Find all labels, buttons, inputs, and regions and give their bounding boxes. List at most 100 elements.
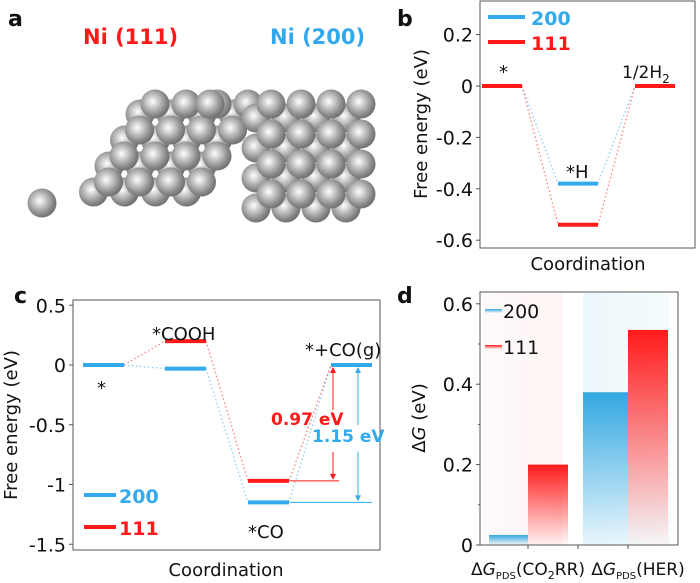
y-axis-label-c: Free energy (eV) <box>1 350 22 500</box>
y-tick-label: 0.4 <box>443 374 473 396</box>
ni-atom <box>286 89 316 119</box>
panel-label-b: b <box>397 7 413 32</box>
ni-atom <box>256 119 286 149</box>
bar-111 <box>628 329 668 545</box>
delta-symbol: Δ <box>409 440 430 453</box>
ni-atom <box>94 167 123 197</box>
ni-atom <box>346 89 376 119</box>
ni-atom <box>346 149 376 179</box>
axes-frame-b <box>479 0 696 249</box>
ni-atom <box>286 179 316 209</box>
x-tick-label: ΔGPDS(CO2RR) <box>471 560 585 582</box>
ni-atom <box>140 89 170 119</box>
bar-200 <box>489 534 528 545</box>
legend-label-200: 200 <box>503 301 539 323</box>
state-label-sub: 2 <box>662 72 670 86</box>
bar-111 <box>528 464 568 545</box>
legend-label-111: 111 <box>119 518 159 540</box>
bar-200 <box>583 392 628 545</box>
y-tick-label: 0 <box>461 76 473 98</box>
ni-atom <box>171 89 201 119</box>
y-tick-label: 0.2 <box>443 455 473 477</box>
ni-atom <box>202 141 232 171</box>
connector-line <box>205 340 249 482</box>
ni-atom <box>125 115 154 145</box>
ni-atom <box>218 115 247 145</box>
ni-atom <box>256 149 286 179</box>
legend-label-200: 200 <box>119 486 159 508</box>
y-tick-label: -0.4 <box>436 179 473 201</box>
state-label-main: 1/2H <box>622 63 662 83</box>
x-axis-label-b: Coordination <box>530 254 645 275</box>
arrowhead-icon <box>330 473 336 480</box>
ni-atom <box>125 167 154 197</box>
legend-label-111: 111 <box>531 33 571 55</box>
axes-frame-d <box>479 291 679 546</box>
legend-swatch-200 <box>485 309 502 313</box>
ni-atom <box>316 119 346 149</box>
state-label: *CO <box>248 522 284 543</box>
panel-label-d: d <box>397 284 413 309</box>
arrowhead-icon <box>355 495 361 502</box>
panel-d: d 0 0.2 0.4 0.6 200 111 ΔGPDS(CO2RR) ΔGPDS(HE… <box>397 284 685 582</box>
ni-atom <box>171 141 201 171</box>
ni-atom <box>109 141 139 171</box>
y-axis-label-d: ΔG (eV) <box>409 383 430 452</box>
state-label: *COOH <box>152 324 215 345</box>
y-tick-label: -0.2 <box>436 127 473 149</box>
state-label: 1/2H2 <box>622 63 670 86</box>
panel-c: c 0.5 0 -0.5 -1 -1.5 * *COOH *CO *+CO(g) 200 111… <box>1 284 385 581</box>
connector-line <box>521 85 559 225</box>
legend-label-200: 200 <box>531 8 571 30</box>
ni-atom <box>346 179 376 209</box>
annotation-label-200: 1.15 eV <box>312 427 385 447</box>
annotation-label-111: 0.97 eV <box>271 410 344 430</box>
ni-atom <box>187 167 216 197</box>
connector-line <box>597 85 636 184</box>
y-tick-label: -0.6 <box>436 230 473 252</box>
x-axis-label-c: Coordination <box>168 560 283 581</box>
ni-atom <box>316 149 346 179</box>
connector-line <box>123 364 166 370</box>
y-tick-label: 0.5 <box>36 295 66 317</box>
state-label: * <box>97 378 106 399</box>
ni-atom <box>256 89 286 119</box>
y-tick-label: -1 <box>47 475 66 497</box>
state-label: *H <box>566 162 589 183</box>
ni-atom <box>286 119 316 149</box>
x-tick-label: ΔGPDS(HER) <box>591 560 685 582</box>
ni-atom <box>156 115 185 145</box>
ni-atom <box>27 188 57 218</box>
legend-label-111: 111 <box>503 337 539 359</box>
y-tick-label: 0.2 <box>443 25 473 47</box>
y-tick-label: -0.5 <box>29 415 66 437</box>
connector-line <box>288 364 332 482</box>
connector-line <box>597 85 636 225</box>
panel-label-a: a <box>8 7 23 32</box>
ni-atom <box>195 89 225 119</box>
y-tick-label: 0 <box>54 355 66 377</box>
state-label: *+CO(g) <box>305 340 381 361</box>
ni-atom <box>346 119 376 149</box>
ni-atom <box>187 115 216 145</box>
y-tick-label: 0 <box>461 535 473 557</box>
ni-atom <box>316 89 346 119</box>
ni-atom <box>256 179 286 209</box>
arrowhead-icon <box>330 367 336 373</box>
ni-200-slab <box>241 89 376 223</box>
ni-111-slab <box>27 89 263 218</box>
legend-swatch-111 <box>485 345 502 349</box>
ni-atom <box>140 141 170 171</box>
title-ni-200: Ni (200) <box>270 25 365 49</box>
state-label: * <box>499 62 508 83</box>
title-ni-111: Ni (111) <box>83 25 178 49</box>
connector-line <box>521 85 559 184</box>
ni-atom <box>156 167 185 197</box>
y-axis-label-b: Free energy (eV) <box>411 49 432 199</box>
ni-atom <box>286 149 316 179</box>
connector-line <box>205 368 249 503</box>
y-tick-label: -1.5 <box>29 534 66 556</box>
y-tick-label: 0.6 <box>443 294 473 316</box>
ni-atom <box>316 179 346 209</box>
